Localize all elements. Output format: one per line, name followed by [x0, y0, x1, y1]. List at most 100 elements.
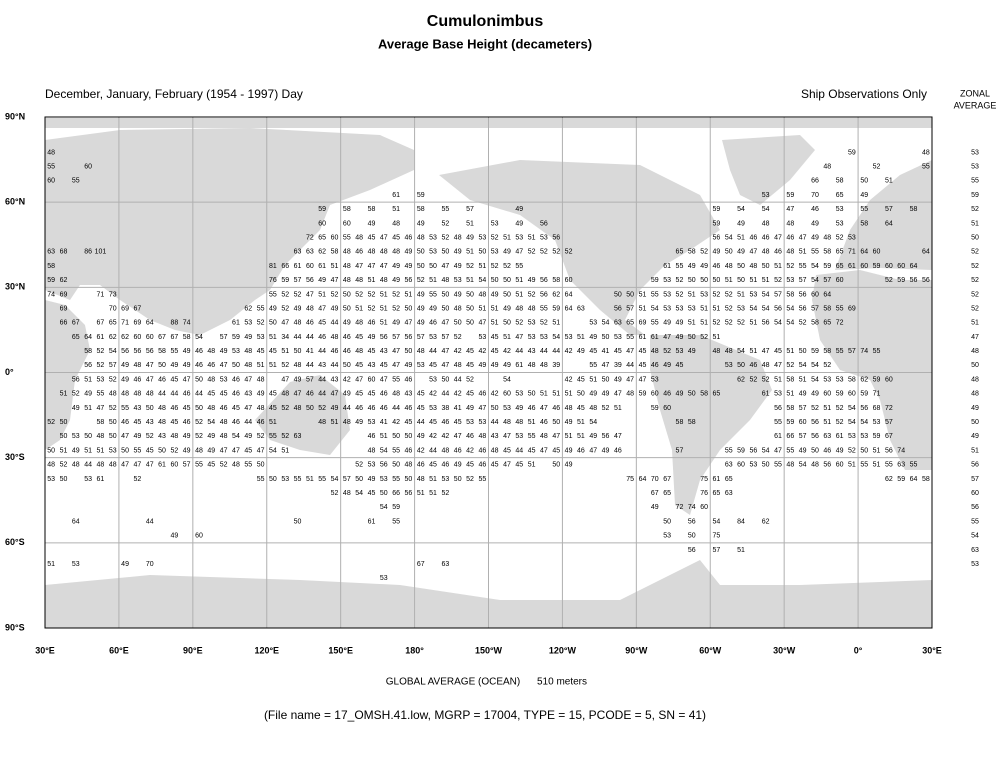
cell-value: 48 [146, 391, 154, 398]
cell-value: 42 [503, 348, 511, 355]
cell-value: 51 [478, 263, 486, 270]
cell-value: 63 [823, 433, 831, 440]
cell-value: 53 [663, 291, 671, 298]
cell-value: 52 [811, 405, 819, 412]
cell-value: 47 [368, 263, 376, 270]
cell-value: 52 [528, 249, 536, 256]
cell-value: 46 [368, 405, 376, 412]
cell-value: 43 [405, 391, 413, 398]
cell-value: 52 [109, 376, 117, 383]
cell-value: 56 [133, 348, 141, 355]
cell-value: 60 [503, 391, 511, 398]
cell-value: 45 [355, 391, 363, 398]
cell-value: 54 [860, 419, 868, 426]
cell-value: 50 [195, 405, 203, 412]
cell-value: 47 [257, 447, 265, 454]
cell-value: 48 [343, 249, 351, 256]
cell-value: 52 [540, 320, 548, 327]
cell-value: 65 [836, 192, 844, 199]
cell-value: 51 [368, 277, 376, 284]
cell-value: 49 [676, 320, 684, 327]
cell-value: 43 [491, 433, 499, 440]
cell-value: 46 [207, 362, 215, 369]
cell-value: 51 [417, 490, 425, 497]
cell-value: 49 [713, 249, 721, 256]
cell-value: 55 [429, 291, 437, 298]
cell-value: 52 [109, 405, 117, 412]
cell-value: 50 [552, 419, 560, 426]
cell-value: 50 [343, 291, 351, 298]
cell-value: 52 [281, 291, 289, 298]
cell-value: 52 [873, 164, 881, 171]
cell-value: 44 [417, 419, 425, 426]
cell-value: 46 [417, 462, 425, 469]
cell-value: 51 [429, 490, 437, 497]
cell-value: 46 [405, 234, 413, 241]
cell-value: 44 [626, 362, 634, 369]
zonal-value: 52 [971, 206, 979, 213]
cell-value: 60 [873, 249, 881, 256]
cell-value: 56 [602, 433, 610, 440]
cell-value: 64 [565, 305, 573, 312]
cell-value: 51 [700, 320, 708, 327]
cell-value: 47 [146, 362, 154, 369]
cell-value: 52 [836, 405, 844, 412]
cell-value: 55 [860, 462, 868, 469]
cell-value: 45 [207, 462, 215, 469]
cell-value: 60 [133, 334, 141, 341]
cell-value: 48 [651, 348, 659, 355]
cell-value: 45 [244, 447, 252, 454]
cell-value: 52 [565, 249, 573, 256]
cell-value: 69 [848, 305, 856, 312]
cell-value: 70 [146, 561, 154, 568]
cell-value: 46 [405, 405, 413, 412]
cell-value: 48 [294, 362, 302, 369]
cell-value: 57 [392, 334, 400, 341]
cell-value: 52 [392, 291, 400, 298]
cell-value: 47 [799, 234, 807, 241]
cell-value: 51 [380, 291, 388, 298]
y-tick-label: 90°S [5, 622, 25, 632]
cell-value: 56 [72, 376, 80, 383]
cell-value: 44 [491, 419, 499, 426]
cell-value: 47 [331, 277, 339, 284]
cell-value: 49 [737, 249, 745, 256]
cell-value: 46 [811, 206, 819, 213]
cell-value: 47 [774, 234, 782, 241]
cell-value: 57 [294, 277, 302, 284]
cell-value: 45 [417, 391, 425, 398]
cell-value: 42 [441, 433, 449, 440]
cell-value: 48 [207, 376, 215, 383]
cell-value: 48 [257, 376, 265, 383]
cell-value: 46 [663, 391, 671, 398]
cell-value: 39 [552, 362, 560, 369]
cell-value: 52 [602, 405, 610, 412]
cell-value: 63 [306, 249, 314, 256]
cell-value: 52 [72, 391, 80, 398]
cell-value: 57 [799, 405, 807, 412]
cell-value: 42 [466, 447, 474, 454]
zonal-value: 51 [971, 447, 979, 454]
cell-value: 47 [405, 320, 413, 327]
cell-value: 45 [528, 447, 536, 454]
cell-value: 49 [220, 348, 228, 355]
cell-value: 49 [602, 447, 610, 454]
greenland [722, 135, 815, 205]
cell-value: 50 [811, 447, 819, 454]
x-tick-label: 30°E [922, 645, 942, 655]
cell-value: 49 [343, 320, 351, 327]
cell-value: 51 [577, 334, 585, 341]
cell-value: 47 [614, 433, 622, 440]
cell-value: 47 [626, 348, 634, 355]
cell-value: 48 [786, 249, 794, 256]
cell-value: 47 [762, 348, 770, 355]
cell-value: 59 [713, 220, 721, 227]
cell-value: 58 [786, 291, 794, 298]
cell-value: 53 [232, 348, 240, 355]
cell-value: 65 [676, 249, 684, 256]
cell-value: 46 [380, 391, 388, 398]
cell-value: 52 [491, 263, 499, 270]
cell-value: 60 [195, 533, 203, 540]
cell-value: 56 [552, 234, 560, 241]
cell-value: 51 [713, 334, 721, 341]
